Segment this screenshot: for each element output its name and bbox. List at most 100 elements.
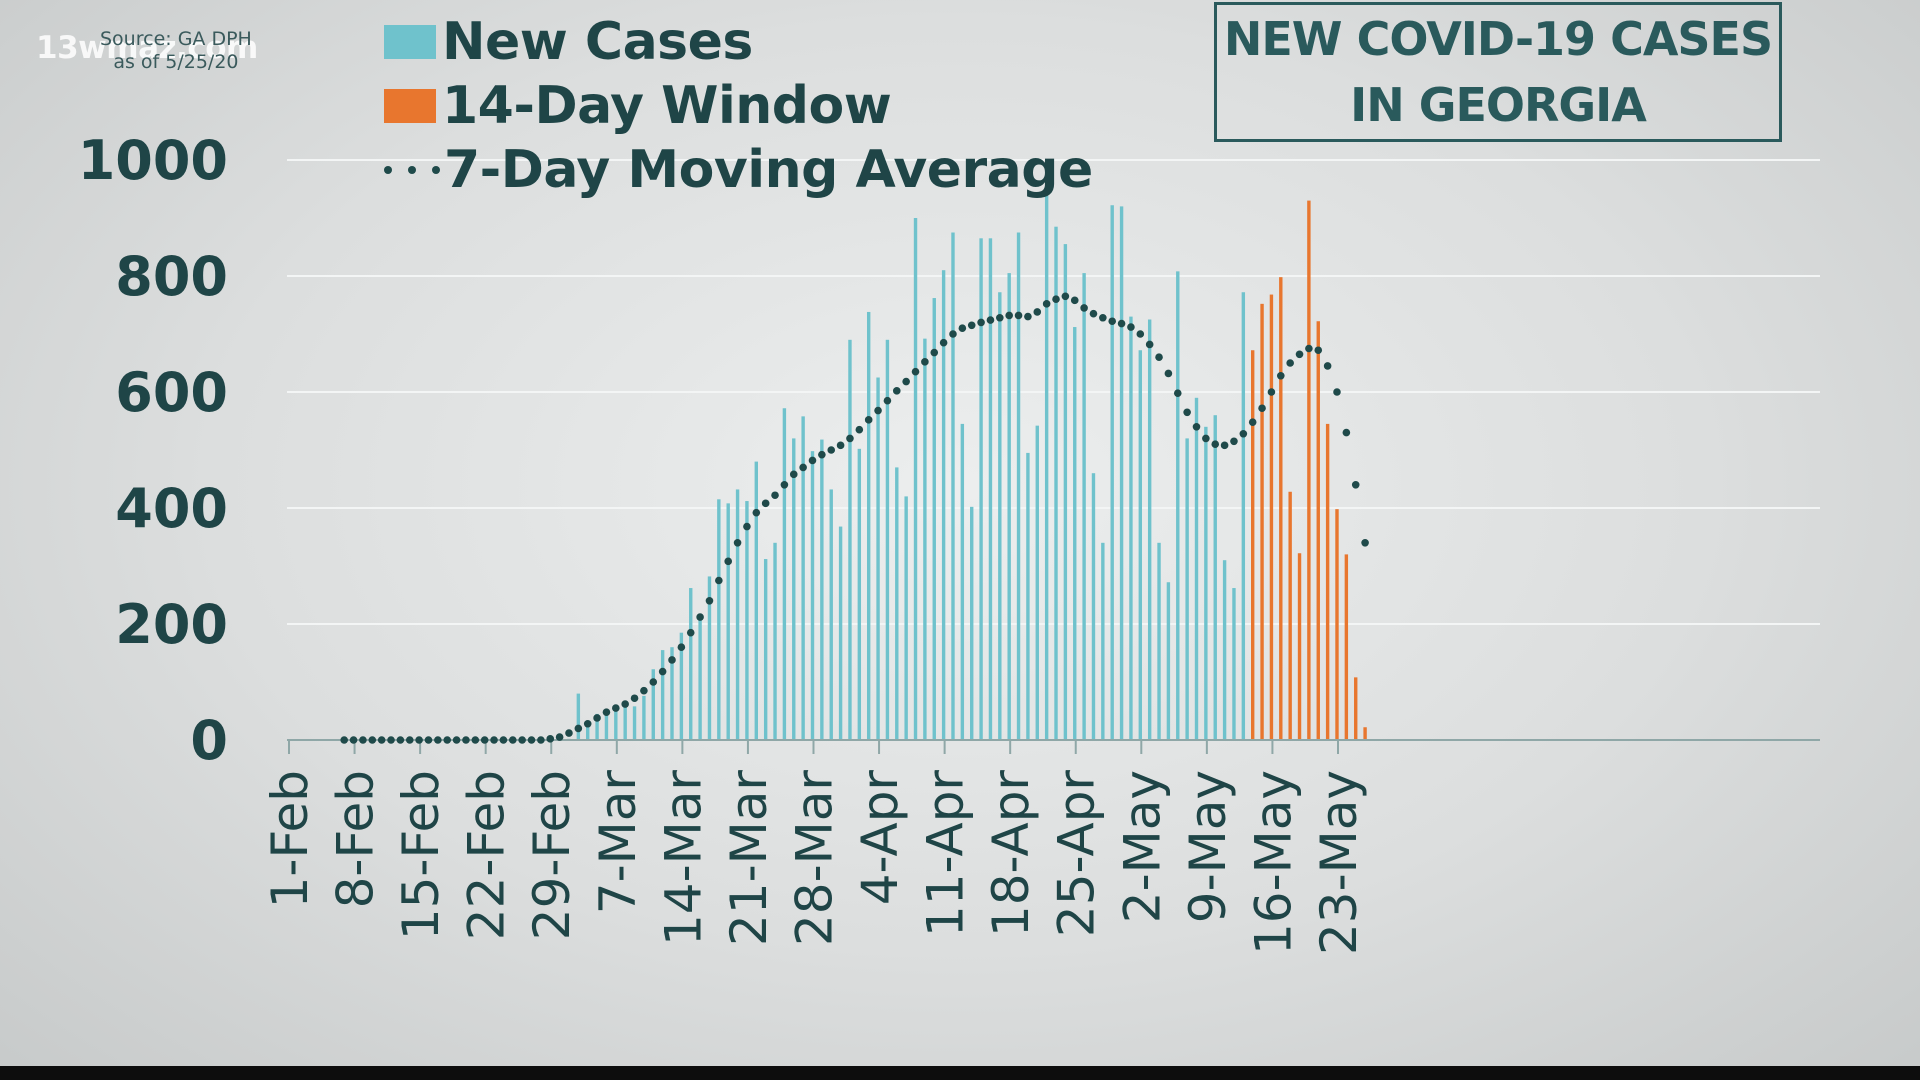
new-cases-bar bbox=[1129, 316, 1133, 740]
moving-average-point bbox=[1248, 418, 1257, 426]
bottom-bar bbox=[0, 1066, 1920, 1080]
new-cases-bar bbox=[1110, 205, 1114, 741]
moving-average-point bbox=[1295, 350, 1304, 359]
new-cases-swatch bbox=[384, 25, 436, 59]
moving-average-point bbox=[443, 736, 452, 744]
new-cases-bar bbox=[623, 704, 627, 740]
new-cases-bar bbox=[932, 298, 936, 740]
moving-average-point bbox=[1155, 353, 1163, 362]
moving-average-point bbox=[1127, 323, 1135, 331]
source-note: Source: GA DPH as of 5/25/20 bbox=[100, 28, 252, 74]
x-tick-label: 7-Mar bbox=[589, 770, 647, 915]
x-tick-label: 8-Feb bbox=[327, 770, 385, 908]
new-cases-bar bbox=[941, 270, 946, 740]
moving-average-point bbox=[902, 377, 910, 386]
moving-average-point bbox=[818, 450, 826, 459]
new-cases-bar bbox=[1138, 350, 1143, 740]
new-cases-bar bbox=[632, 706, 637, 740]
moving-average-point bbox=[640, 686, 648, 695]
window-bar bbox=[1335, 509, 1339, 740]
moving-average-point bbox=[911, 367, 920, 376]
x-tick-label: 15-Feb bbox=[392, 770, 450, 940]
moving-average-point bbox=[949, 330, 957, 338]
new-cases-bar bbox=[670, 647, 674, 740]
new-cases-bar bbox=[604, 711, 609, 740]
moving-average-point bbox=[771, 491, 779, 500]
new-cases-bar bbox=[979, 238, 983, 741]
moving-average-point bbox=[424, 736, 433, 744]
new-cases-bar bbox=[792, 438, 796, 740]
new-cases-bar bbox=[1194, 397, 1199, 740]
new-cases-bar bbox=[698, 613, 702, 740]
station-watermark: 13wmaz.com bbox=[36, 30, 258, 66]
moving-average-point bbox=[340, 736, 348, 744]
new-cases-bar bbox=[782, 408, 787, 740]
moving-average-point bbox=[846, 434, 854, 443]
moving-average-point bbox=[1286, 359, 1294, 367]
window-bar bbox=[1260, 303, 1264, 740]
new-cases-bar bbox=[904, 496, 908, 740]
moving-average-point bbox=[1323, 362, 1332, 370]
moving-average-point bbox=[1192, 423, 1201, 431]
new-cases-bar bbox=[1026, 452, 1030, 740]
new-cases-bar bbox=[1204, 426, 1208, 740]
title-box: NEW COVID-19 CASES IN GEORGIA bbox=[1214, 2, 1782, 142]
window-bar bbox=[1354, 677, 1358, 740]
new-cases-bar bbox=[895, 467, 899, 740]
y-tick-label: 200 bbox=[115, 593, 228, 656]
moving-average-point bbox=[621, 700, 629, 708]
moving-average-point bbox=[892, 387, 901, 395]
new-cases-bar bbox=[745, 501, 749, 740]
moving-average-point bbox=[808, 456, 817, 465]
moving-average-point bbox=[359, 736, 367, 744]
new-cases-bar bbox=[754, 461, 758, 740]
moving-average-point bbox=[1042, 300, 1051, 308]
moving-average-point bbox=[602, 708, 611, 716]
x-tick-label: 14-Mar bbox=[654, 770, 712, 946]
moving-average-point bbox=[658, 667, 667, 676]
window-bar bbox=[1325, 423, 1330, 740]
new-cases-bar bbox=[988, 238, 993, 741]
moving-average-point bbox=[715, 576, 723, 585]
source-date: as of 5/25/20 bbox=[113, 51, 239, 73]
moving-average-point bbox=[1061, 292, 1070, 301]
moving-average-point bbox=[733, 539, 742, 547]
new-cases-bar bbox=[651, 669, 655, 740]
moving-average-point bbox=[490, 736, 498, 744]
new-cases-bar bbox=[951, 232, 955, 740]
new-cases-bar bbox=[717, 499, 721, 740]
window-bar bbox=[1288, 491, 1292, 740]
new-cases-bar bbox=[913, 218, 918, 740]
legend: New Cases 14-Day Window 7-Day Moving Ave… bbox=[384, 10, 1093, 202]
moving-average-point bbox=[452, 736, 461, 744]
new-cases-bar bbox=[595, 713, 599, 740]
title-line-1: NEW COVID-19 CASES bbox=[1223, 12, 1773, 66]
y-tick-label: 800 bbox=[115, 245, 228, 308]
x-tick-label: 29-Feb bbox=[523, 770, 581, 940]
x-tick-label: 28-Mar bbox=[785, 770, 843, 946]
new-cases-bar bbox=[773, 542, 777, 740]
moving-average-point bbox=[434, 736, 442, 744]
moving-average-point bbox=[921, 358, 929, 366]
x-tick-label: 11-Apr bbox=[917, 770, 975, 938]
moving-average-point bbox=[1183, 408, 1191, 417]
moving-average-point bbox=[415, 736, 423, 744]
new-cases-bar bbox=[960, 423, 965, 740]
x-tick-label: 25-Apr bbox=[1048, 770, 1106, 938]
moving-average-point bbox=[883, 396, 892, 405]
new-cases-bar bbox=[838, 526, 843, 740]
moving-average-point bbox=[499, 736, 508, 744]
x-tick-label: 23-May bbox=[1310, 770, 1368, 955]
new-cases-bar bbox=[801, 416, 805, 740]
new-cases-bar bbox=[1063, 244, 1068, 740]
new-cases-bar bbox=[820, 439, 824, 740]
x-tick-label: 16-May bbox=[1244, 770, 1302, 955]
moving-average-point bbox=[864, 416, 873, 424]
x-tick-label: 2-May bbox=[1113, 770, 1171, 923]
new-cases-bar bbox=[1082, 273, 1086, 740]
moving-average-point bbox=[349, 736, 358, 744]
moving-average-point bbox=[686, 628, 695, 637]
legend-label-new-cases: New Cases bbox=[442, 12, 753, 72]
moving-average-point bbox=[565, 729, 573, 737]
moving-average-point bbox=[958, 324, 967, 333]
